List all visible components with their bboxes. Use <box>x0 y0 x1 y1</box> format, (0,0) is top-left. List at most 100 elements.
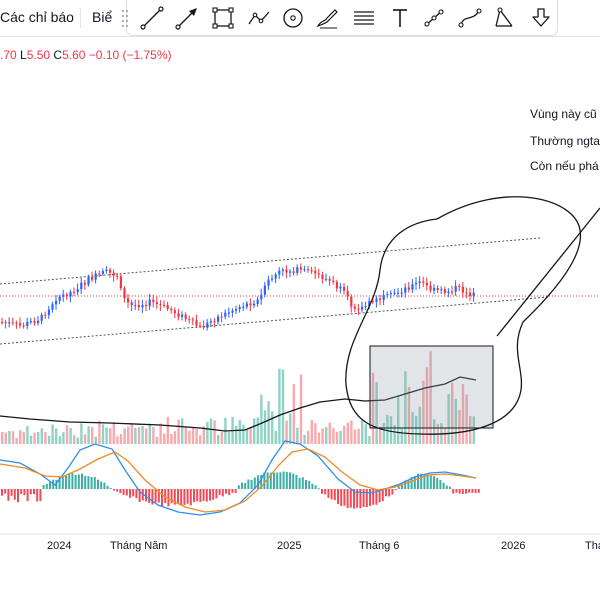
volume-bar <box>379 426 382 444</box>
arrow-tool[interactable] <box>173 4 201 32</box>
volume-bar <box>188 430 191 444</box>
histogram-bar <box>324 489 327 495</box>
candle-body <box>350 296 353 307</box>
histogram-bar <box>362 489 365 507</box>
freehand-circle[interactable] <box>345 196 582 435</box>
volume-bar <box>267 401 270 444</box>
candle-body <box>321 274 324 280</box>
horizontal-lines-icon <box>354 11 374 25</box>
channel-lower-line[interactable] <box>0 296 549 345</box>
price-chart[interactable]: 2024 Tháng Năm 2025 Tháng 6 2026 Tha <box>0 37 600 600</box>
time-label-month-6: Tháng 6 <box>359 540 399 552</box>
volume-bar <box>235 425 238 444</box>
candle-body <box>307 269 310 271</box>
candle-body <box>87 277 90 285</box>
volume-bar <box>29 435 33 444</box>
histogram-bar <box>193 489 195 502</box>
candle-body <box>170 308 173 311</box>
candle-body <box>472 292 475 296</box>
candle-body <box>375 298 378 302</box>
volume-bar <box>166 416 169 444</box>
histogram-bar <box>202 489 205 501</box>
candle-body <box>253 303 256 306</box>
volume-bar <box>454 398 457 444</box>
rectangle-icon <box>212 7 234 29</box>
horizontal-lines-tool[interactable] <box>350 4 378 32</box>
candle-body <box>98 273 101 275</box>
pointer-line[interactable] <box>496 207 600 337</box>
candle-body <box>332 280 335 283</box>
drawing-toolbar <box>126 0 558 36</box>
trend-line-tool[interactable] <box>138 4 166 32</box>
volume-bar <box>98 420 101 444</box>
text-tool[interactable] <box>386 4 414 32</box>
candle-body <box>368 301 371 306</box>
candle-body <box>58 296 61 301</box>
measure-tool[interactable] <box>420 4 448 32</box>
volume-bar <box>73 435 76 444</box>
path-tool[interactable] <box>245 4 273 32</box>
histogram-bar <box>225 489 227 494</box>
candle-body <box>271 278 274 280</box>
candle-body <box>11 322 14 324</box>
candle-body <box>263 285 266 295</box>
volume-bar <box>217 435 220 444</box>
volume-bar <box>242 424 245 444</box>
candle-body <box>76 289 79 293</box>
candle-body <box>231 310 234 313</box>
volume-bar <box>76 437 79 444</box>
candle-body <box>235 309 238 311</box>
volume-bar <box>83 434 87 444</box>
histogram-bar <box>180 489 183 506</box>
volume-bar <box>389 416 393 444</box>
volume-bar <box>278 368 281 444</box>
volume-bar <box>310 420 313 444</box>
highlight-rectangle[interactable] <box>369 345 494 429</box>
volume-bar <box>415 415 418 444</box>
histogram-bar <box>455 489 458 493</box>
candle-body <box>386 294 389 296</box>
volume-bar <box>307 430 310 444</box>
brush-tool[interactable] <box>313 4 341 32</box>
histogram-bar <box>385 489 387 497</box>
indicators-button[interactable]: Các chỉ báo <box>0 9 74 25</box>
histogram-bar <box>343 489 346 506</box>
toolbar-divider <box>80 8 81 28</box>
volume-bar <box>177 419 180 444</box>
candle-body <box>325 279 328 281</box>
volume-bar <box>209 418 213 444</box>
volume-bar <box>199 435 202 444</box>
histogram-bar <box>401 484 403 489</box>
volume-bar <box>429 351 432 444</box>
volume-bar <box>238 419 241 444</box>
volume-bar <box>458 410 461 444</box>
candle-body <box>130 302 133 306</box>
volume-bar <box>22 431 25 444</box>
circle-tool[interactable] <box>279 4 307 32</box>
candle-body <box>274 274 277 279</box>
more-tools-button[interactable] <box>527 4 555 32</box>
triangle-pattern-tool[interactable] <box>490 4 518 32</box>
candle-body <box>458 286 461 288</box>
histogram-bar <box>381 489 384 502</box>
histogram-bar <box>61 476 64 489</box>
volume-bar <box>386 415 389 444</box>
close-label: C <box>53 48 63 62</box>
histogram-bar <box>388 489 391 497</box>
volume-bar <box>141 426 144 444</box>
curve-tool[interactable] <box>456 4 484 32</box>
candle-body <box>51 304 54 310</box>
candle-body <box>119 276 122 289</box>
volume-bar <box>393 425 396 444</box>
volume-bar <box>332 428 335 444</box>
histogram-bar <box>308 480 311 489</box>
rectangle-tool[interactable] <box>209 4 237 32</box>
drag-handle-icon[interactable] <box>122 8 130 28</box>
templates-button[interactable]: Biể <box>92 9 113 25</box>
histogram-bar <box>356 489 359 508</box>
candle-body <box>148 299 151 306</box>
histogram-bar <box>221 489 224 497</box>
volume-bar <box>109 428 112 444</box>
channel-upper-line[interactable] <box>0 237 541 285</box>
low-value: 5.50 <box>26 48 51 62</box>
